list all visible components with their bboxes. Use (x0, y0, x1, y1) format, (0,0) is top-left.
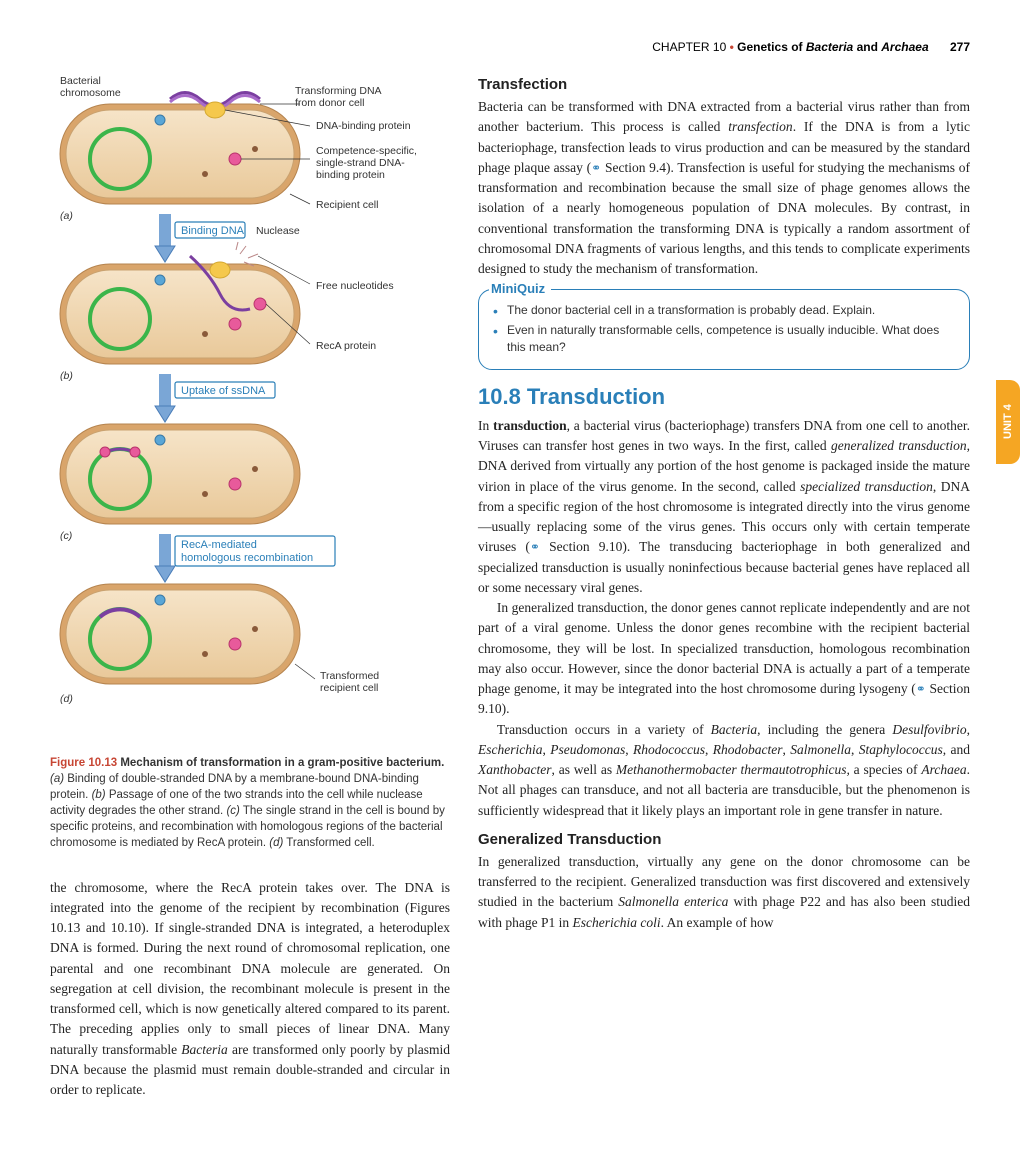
chapter-label: CHAPTER 10 (652, 40, 726, 54)
title-archaea: Archaea (881, 40, 928, 54)
svg-text:Free nucleotides: Free nucleotides (316, 280, 394, 292)
svg-text:from donor cell: from donor cell (295, 97, 364, 109)
svg-text:binding protein: binding protein (316, 169, 385, 181)
svg-text:(d): (d) (60, 693, 73, 705)
svg-text:RecA-mediated: RecA-mediated (181, 539, 257, 551)
link-icon: ⚭ (530, 540, 540, 554)
svg-text:Transformed: Transformed (320, 670, 379, 682)
left-column-text: the chromosome, where the RecA protein t… (50, 878, 450, 1101)
figure-caption: Figure 10.13 Mechanism of transformation… (50, 755, 450, 852)
title-mid: and (853, 40, 881, 54)
transduction-text: In transduction, a bacterial virus (bact… (478, 416, 970, 821)
svg-text:DNA-binding protein: DNA-binding protein (316, 120, 411, 132)
svg-text:RecA protein: RecA protein (316, 340, 376, 352)
svg-text:Competence-specific,: Competence-specific, (316, 145, 417, 157)
miniquiz-box: MiniQuiz The donor bacterial cell in a t… (478, 289, 970, 370)
svg-text:Uptake of ssDNA: Uptake of ssDNA (181, 385, 266, 397)
left-para: the chromosome, where the RecA protein t… (50, 878, 450, 1101)
section-heading: 10.8 Transduction (478, 384, 970, 410)
gentrans-text: In generalized transduction, virtually a… (478, 852, 970, 933)
miniquiz-item: The donor bacterial cell in a transforma… (493, 302, 955, 318)
miniquiz-title: MiniQuiz (489, 281, 551, 296)
svg-text:chromosome: chromosome (60, 87, 121, 99)
svg-text:single-strand DNA-: single-strand DNA- (316, 157, 405, 169)
miniquiz-item: Even in naturally transformable cells, c… (493, 322, 955, 354)
link-icon: ⚭ (591, 161, 601, 175)
svg-text:(c): (c) (60, 530, 72, 542)
chapter-title: Genetics of Bacteria and Archaea (737, 40, 932, 54)
page-header: CHAPTER 10 • Genetics of Bacteria and Ar… (50, 40, 970, 54)
link-icon: ⚭ (916, 682, 926, 696)
title-bacteria: Bacteria (806, 40, 853, 54)
title-pre: Genetics of (737, 40, 806, 54)
figure-10-13: Bacterial chromosome Transforming DNA fr… (50, 74, 450, 852)
svg-text:Recipient cell: Recipient cell (316, 199, 378, 211)
transfection-text: Bacteria can be transformed with DNA ext… (478, 97, 970, 279)
figure-caption-body: (a) Binding of double-stranded DNA by a … (50, 773, 445, 849)
figure-title: Mechanism of transformation in a gram-po… (120, 757, 444, 769)
svg-text:recipient cell: recipient cell (320, 682, 378, 694)
svg-text:(b): (b) (60, 370, 73, 382)
svg-text:Binding DNA: Binding DNA (181, 225, 245, 237)
transfection-heading: Transfection (478, 76, 970, 93)
svg-text:Transforming DNA: Transforming DNA (295, 85, 382, 97)
page-number: 277 (950, 40, 970, 54)
gentrans-heading: Generalized Transduction (478, 831, 970, 848)
svg-text:(a): (a) (60, 210, 73, 222)
svg-text:Bacterial: Bacterial (60, 75, 101, 87)
svg-text:Nuclease: Nuclease (256, 225, 300, 237)
header-dot: • (730, 40, 734, 54)
unit-tab: UNIT 4 (996, 380, 1020, 464)
figure-svg: Bacterial chromosome Transforming DNA fr… (50, 74, 430, 744)
figure-number: Figure 10.13 (50, 757, 117, 769)
svg-text:homologous recombination: homologous recombination (181, 552, 313, 564)
